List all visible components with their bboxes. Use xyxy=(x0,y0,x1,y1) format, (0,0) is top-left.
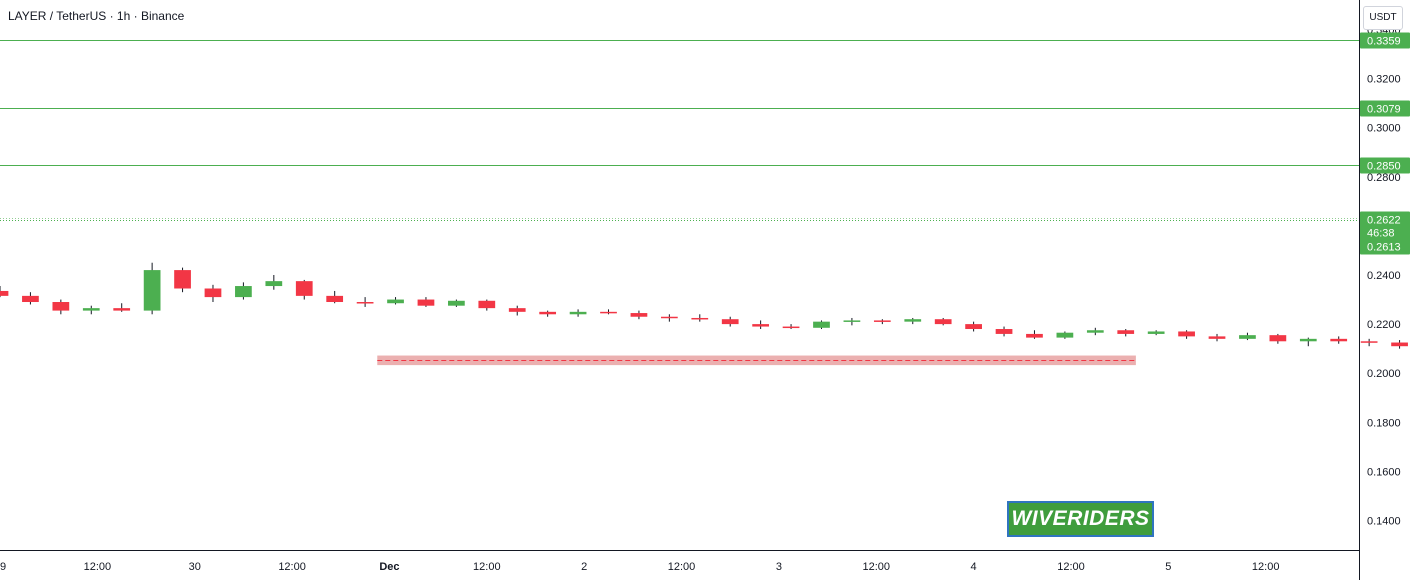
x-tick-label: 30 xyxy=(189,561,201,573)
y-tick-label: 0.2200 xyxy=(1367,319,1401,331)
candle-down xyxy=(417,299,435,306)
x-tick-label: 12:00 xyxy=(1252,561,1280,573)
candle-up xyxy=(1086,330,1104,333)
candle-down xyxy=(873,320,891,322)
resistance-level-tag xyxy=(1360,32,1410,49)
x-tick-label: 29 xyxy=(0,561,6,573)
y-tick-label: 0.3000 xyxy=(1367,123,1401,135)
candle-up xyxy=(1147,331,1165,334)
candle-up xyxy=(448,300,465,306)
candle-up xyxy=(569,311,587,315)
candle-down xyxy=(22,295,39,303)
candle-down xyxy=(326,295,344,303)
candle-up xyxy=(1239,335,1256,339)
x-tick-label: 12:00 xyxy=(862,561,890,573)
candle-down xyxy=(600,311,617,314)
candle-up xyxy=(143,270,161,311)
candle-down xyxy=(934,319,952,325)
candle-down xyxy=(782,326,800,329)
candle-down xyxy=(995,329,1013,334)
candle-up xyxy=(235,286,252,298)
candle-down xyxy=(52,302,70,311)
last-price-tag xyxy=(1360,211,1410,255)
candle-up xyxy=(843,320,861,322)
x-tick-label: 12:00 xyxy=(1057,561,1085,573)
candle-down xyxy=(295,281,313,296)
candle-up xyxy=(387,299,404,304)
candle-down xyxy=(1026,333,1043,338)
candle-down xyxy=(660,316,678,319)
x-tick-label: 4 xyxy=(971,561,977,573)
resistance-level-label: 0.2850 xyxy=(1367,161,1401,173)
x-tick-label: 12:00 xyxy=(84,561,112,573)
candle-up xyxy=(1056,332,1074,338)
y-tick-label: 0.2400 xyxy=(1367,270,1401,282)
x-tick-label: 5 xyxy=(1165,561,1171,573)
candle-down xyxy=(539,311,557,315)
candle-down xyxy=(204,288,222,298)
countdown-label: 46:38 xyxy=(1367,228,1395,240)
x-tick-label: 12:00 xyxy=(473,561,501,573)
symbol-title: LAYER / TetherUS · 1h · Binance xyxy=(8,9,185,23)
candle-down xyxy=(1117,330,1135,334)
candle-down xyxy=(1178,331,1195,337)
candle-down xyxy=(691,317,709,320)
candle-up xyxy=(82,308,100,311)
candle-down xyxy=(721,319,739,325)
y-tick-label: 0.2000 xyxy=(1367,368,1401,380)
candle-down xyxy=(174,270,191,289)
candle-down xyxy=(1208,336,1226,339)
candle-down xyxy=(478,300,496,309)
y-tick-label: 0.1800 xyxy=(1367,417,1401,429)
x-tick-label: 12:00 xyxy=(668,561,696,573)
candle-down xyxy=(965,324,982,330)
y-tick-label: 0.1400 xyxy=(1367,516,1401,528)
candle-up xyxy=(904,319,922,322)
resistance-level-label: 0.3079 xyxy=(1367,104,1401,116)
candle-down xyxy=(356,302,374,304)
candle-up xyxy=(1299,338,1317,342)
y-tick-label: 0.3200 xyxy=(1367,74,1401,86)
x-tick-label: 2 xyxy=(581,561,587,573)
resistance-level-tag xyxy=(1360,157,1410,174)
candle-down xyxy=(1391,342,1408,347)
currency-unit-button[interactable]: USDT xyxy=(1363,6,1403,30)
candle-down xyxy=(630,313,648,317)
candle-down xyxy=(113,308,131,311)
candle-down xyxy=(1330,338,1348,342)
x-tick-label: 3 xyxy=(776,561,782,573)
candle-down xyxy=(1269,335,1287,342)
watermark-logo: WIVERIDERS xyxy=(1007,501,1154,537)
resistance-level-label: 0.3359 xyxy=(1367,36,1401,48)
candle-down xyxy=(0,290,9,296)
x-tick-label: Dec xyxy=(379,561,399,573)
candle-down xyxy=(752,324,770,327)
candle-down xyxy=(508,308,526,312)
candle-up xyxy=(813,321,830,328)
y-tick-label: 0.1600 xyxy=(1367,466,1401,478)
candle-down xyxy=(1360,341,1378,343)
candle-up xyxy=(265,281,283,287)
resistance-level-tag xyxy=(1360,100,1410,117)
prev-close-label: 0.2613 xyxy=(1367,242,1401,254)
x-tick-label: 12:00 xyxy=(278,561,306,573)
last-price-label: 0.2622 xyxy=(1367,215,1401,227)
y-tick-label: 0.2800 xyxy=(1367,172,1401,184)
